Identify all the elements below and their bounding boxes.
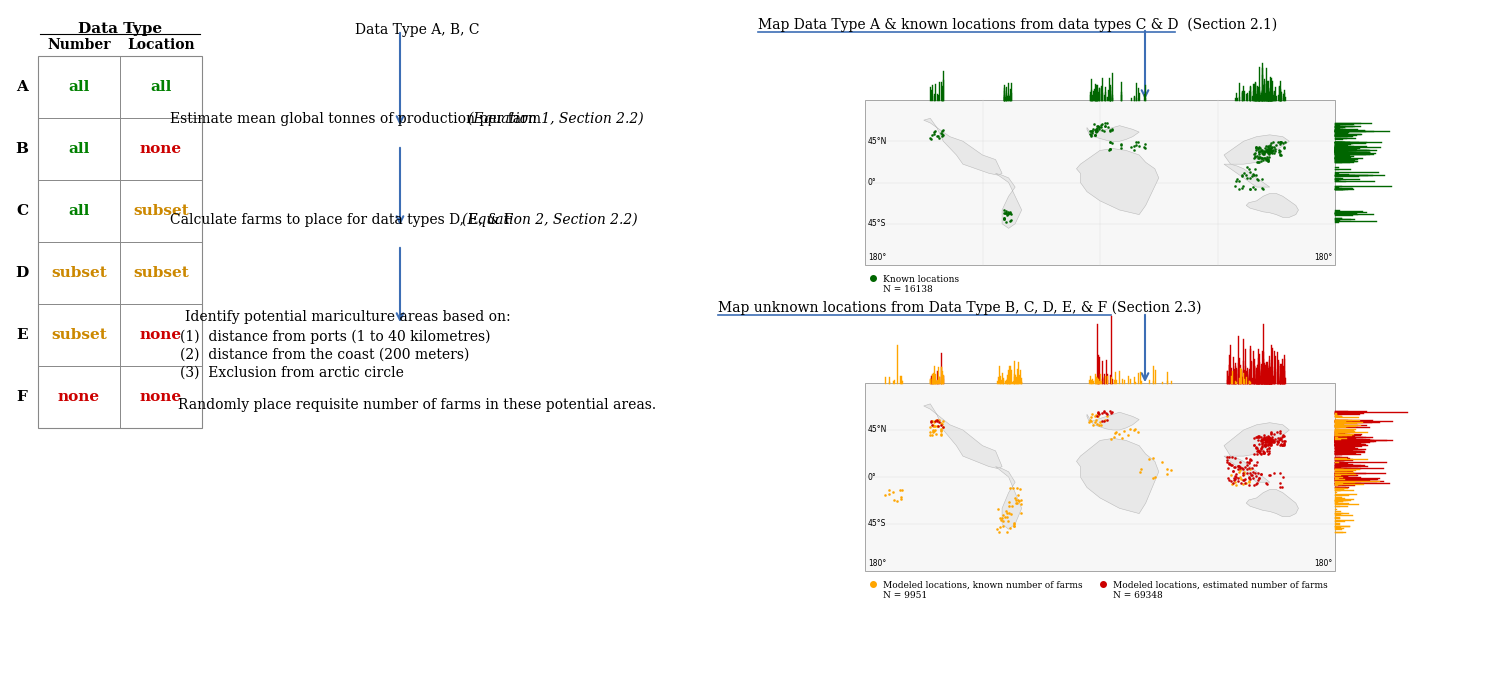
Text: all: all xyxy=(69,204,90,218)
Text: 45°S: 45°S xyxy=(868,520,886,528)
Text: subset: subset xyxy=(134,204,189,218)
Text: (2)  distance from the coast (200 meters): (2) distance from the coast (200 meters) xyxy=(180,348,470,362)
Polygon shape xyxy=(1246,489,1299,517)
Polygon shape xyxy=(924,118,1002,175)
Polygon shape xyxy=(1088,413,1138,430)
Text: 0°: 0° xyxy=(868,472,876,481)
Polygon shape xyxy=(924,404,1002,468)
Text: Known locations
N = 16138: Known locations N = 16138 xyxy=(884,275,959,294)
Text: all: all xyxy=(150,80,171,94)
Bar xyxy=(38,56,203,428)
Text: B: B xyxy=(15,142,28,156)
Polygon shape xyxy=(1224,135,1290,164)
Text: Data Type: Data Type xyxy=(78,22,162,36)
Polygon shape xyxy=(1077,438,1158,513)
Text: Number: Number xyxy=(48,38,111,52)
Polygon shape xyxy=(1224,423,1290,456)
Text: Calculate farms to place for data types D, E, & F: Calculate farms to place for data types … xyxy=(170,213,518,227)
Text: subset: subset xyxy=(51,328,106,342)
Text: 180°: 180° xyxy=(868,559,886,568)
Text: 180°: 180° xyxy=(1314,559,1332,568)
Polygon shape xyxy=(1224,164,1269,187)
Text: none: none xyxy=(140,328,182,342)
Text: subset: subset xyxy=(134,266,189,280)
Text: D: D xyxy=(15,266,28,280)
Text: 180°: 180° xyxy=(868,253,886,262)
Text: Map unknown locations from Data Type B, C, D, E, & F (Section 2.3): Map unknown locations from Data Type B, … xyxy=(718,301,1202,316)
Text: (Equation 2, Section 2.2): (Equation 2, Section 2.2) xyxy=(462,213,638,227)
Text: Location: Location xyxy=(128,38,195,52)
Text: Randomly place requisite number of farms in these potential areas.: Randomly place requisite number of farms… xyxy=(178,398,656,412)
Text: none: none xyxy=(140,390,182,404)
Text: 45°N: 45°N xyxy=(868,137,888,146)
Text: Estimate mean global tonnes of production per farm: Estimate mean global tonnes of productio… xyxy=(170,112,546,126)
Text: Modeled locations, estimated number of farms
N = 69348: Modeled locations, estimated number of f… xyxy=(1113,581,1328,600)
Text: 45°S: 45°S xyxy=(868,219,886,228)
Text: all: all xyxy=(69,142,90,156)
Text: none: none xyxy=(140,142,182,156)
Text: Data Type A, B, C: Data Type A, B, C xyxy=(356,23,480,37)
Polygon shape xyxy=(1077,149,1158,215)
Text: Map Data Type A & known locations from data types C & D  (Section 2.1): Map Data Type A & known locations from d… xyxy=(758,18,1276,32)
Polygon shape xyxy=(1224,456,1269,483)
Bar xyxy=(865,383,1335,571)
Text: C: C xyxy=(16,204,28,218)
Polygon shape xyxy=(996,174,1022,228)
Text: (1)  distance from ports (1 to 40 kilometres): (1) distance from ports (1 to 40 kilomet… xyxy=(180,330,490,345)
Text: Modeled locations, known number of farms
N = 9951: Modeled locations, known number of farms… xyxy=(884,581,1083,600)
Text: Identify potential mariculture areas based on:: Identify potential mariculture areas bas… xyxy=(184,310,510,324)
Text: A: A xyxy=(16,80,28,94)
Text: F: F xyxy=(16,390,27,404)
Text: 45°N: 45°N xyxy=(868,425,888,435)
Text: 180°: 180° xyxy=(1314,253,1332,262)
Text: all: all xyxy=(69,80,90,94)
Text: subset: subset xyxy=(51,266,106,280)
Text: none: none xyxy=(58,390,100,404)
Polygon shape xyxy=(996,466,1022,529)
Polygon shape xyxy=(1088,126,1138,141)
Text: 0°: 0° xyxy=(868,178,876,187)
Bar xyxy=(865,100,1335,265)
Text: (3)  Exclusion from arctic circle: (3) Exclusion from arctic circle xyxy=(180,366,404,380)
Polygon shape xyxy=(1246,194,1299,217)
Text: E: E xyxy=(16,328,28,342)
Text: (Equation 1, Section 2.2): (Equation 1, Section 2.2) xyxy=(468,112,644,127)
